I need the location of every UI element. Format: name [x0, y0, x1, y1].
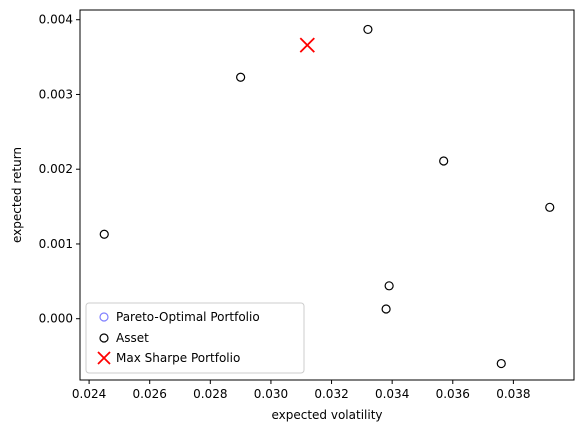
asset-point [99, 229, 109, 239]
legend-marker-pareto [99, 312, 109, 322]
legend-label-asset: Asset [116, 331, 149, 345]
x-tick-label: 0.026 [133, 387, 167, 401]
plot-frame [79, 9, 575, 381]
max-sharpe-marker [299, 37, 315, 53]
x-tick-label: 0.032 [314, 387, 348, 401]
asset-point [363, 24, 373, 35]
legend: Pareto-Optimal Portfolio Asset Max Sharp… [85, 302, 305, 374]
legend-label-max-sharpe: Max Sharpe Portfolio [116, 351, 240, 365]
x-tick-label: 0.030 [254, 387, 288, 401]
asset-point [236, 72, 246, 82]
x-tick-label: 0.024 [72, 387, 106, 401]
y-tick-label: 0.001 [39, 237, 73, 251]
asset-point [439, 156, 449, 166]
data-points [99, 24, 555, 369]
x-tick-label: 0.028 [193, 387, 227, 401]
y-axis-ticks: 0.000 0.001 0.002 0.003 0.004 [39, 13, 80, 326]
asset-point [496, 358, 506, 369]
legend-label-pareto: Pareto-Optimal Portfolio [116, 310, 260, 324]
x-axis-label: expected volatility [271, 408, 382, 422]
legend-marker-max-sharpe [97, 351, 111, 365]
x-axis-ticks: 0.024 0.026 0.028 0.030 0.032 0.034 0.036 0.038 [72, 380, 531, 401]
x-tick-label: 0.036 [436, 387, 470, 401]
asset-point [381, 304, 391, 314]
x-tick-label: 0.038 [496, 387, 530, 401]
y-tick-label: 0.002 [39, 162, 73, 176]
y-axis-label: expected return [10, 147, 24, 243]
legend-marker-asset [99, 333, 109, 343]
legend-box [85, 302, 305, 374]
asset-point [545, 202, 555, 212]
y-tick-label: 0.004 [39, 13, 73, 27]
asset-point [384, 281, 394, 291]
x-tick-label: 0.034 [375, 387, 409, 401]
y-tick-label: 0.003 [39, 87, 73, 101]
y-tick-label: 0.000 [39, 312, 73, 326]
